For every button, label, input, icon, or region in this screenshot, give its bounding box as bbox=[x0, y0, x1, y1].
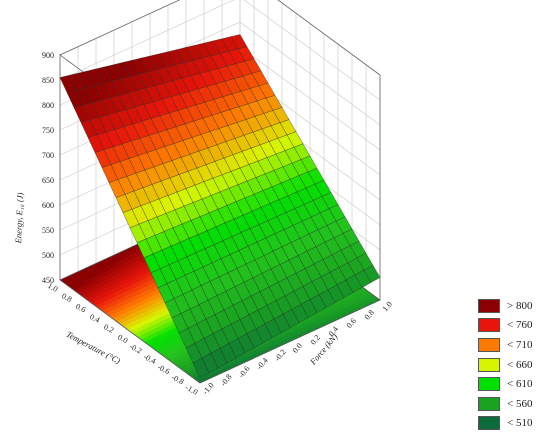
legend-label: < 560 bbox=[507, 397, 533, 410]
legend-item: < 710 bbox=[478, 335, 550, 355]
legend-item: < 660 bbox=[478, 355, 550, 375]
y-tick-label: -0.6 bbox=[156, 362, 171, 376]
legend-label: < 760 bbox=[507, 319, 533, 332]
z-tick-label: 550 bbox=[42, 226, 54, 235]
y-tick-label: -0.8 bbox=[170, 373, 185, 387]
legend-swatch bbox=[478, 377, 500, 392]
grid-line bbox=[59, 0, 381, 101]
y-tick-label: 0.8 bbox=[60, 291, 73, 304]
y-tick-label: -0.2 bbox=[128, 342, 143, 356]
z-tick-label: 500 bbox=[42, 251, 54, 260]
legend-item: < 560 bbox=[478, 394, 550, 414]
z-tick-label: 850 bbox=[42, 76, 54, 85]
legend-label: < 660 bbox=[507, 358, 533, 371]
legend-label: < 710 bbox=[507, 338, 533, 351]
legend-swatch bbox=[478, 396, 500, 411]
z-tick-label: 800 bbox=[42, 101, 54, 110]
x-tick-label: 0.0 bbox=[291, 341, 304, 354]
legend-item: > 800 bbox=[478, 296, 550, 316]
legend-label: < 510 bbox=[507, 417, 533, 430]
legend-item: < 760 bbox=[478, 316, 550, 336]
legend-swatch bbox=[478, 416, 500, 431]
x-tick-label: -1.0 bbox=[201, 381, 216, 396]
legend-swatch bbox=[478, 337, 500, 352]
y-tick-label: -0.4 bbox=[142, 352, 157, 366]
surface-cell bbox=[192, 357, 210, 379]
y-tick-label: 0.4 bbox=[88, 312, 101, 325]
y-tick-label: 0.6 bbox=[74, 302, 87, 315]
legend-swatch bbox=[478, 318, 500, 333]
z-tick-label: 600 bbox=[42, 201, 54, 210]
x-tick-label: 0.6 bbox=[345, 316, 358, 329]
legend-swatch bbox=[478, 357, 500, 372]
legend-item: < 510 bbox=[478, 414, 550, 434]
x-tick-label: -0.6 bbox=[237, 364, 252, 379]
legend-label: < 610 bbox=[507, 378, 533, 391]
x-tick-label: -0.8 bbox=[219, 372, 234, 387]
y-tick-label: 0.2 bbox=[102, 322, 115, 335]
y-tick-label: -1.0 bbox=[184, 383, 199, 397]
z-tick-label: 750 bbox=[42, 126, 54, 135]
y-tick-label: 1.0 bbox=[46, 281, 59, 294]
x-tick-label: 0.8 bbox=[363, 308, 376, 321]
y-axis-label: Temperature (°C) bbox=[65, 329, 123, 366]
legend-swatch bbox=[478, 298, 500, 313]
z-tick-label: 650 bbox=[42, 176, 54, 185]
z-tick-label: 450 bbox=[42, 276, 54, 285]
z-tick-label: 900 bbox=[42, 51, 54, 60]
tick-labels: 4505005506006507007508008509001.00.80.60… bbox=[42, 51, 394, 397]
legend-item: < 610 bbox=[478, 374, 550, 394]
legend: > 800 < 760 < 710 < 660 < 610 < 560 < 510 bbox=[478, 296, 550, 433]
z-tick-label: 700 bbox=[42, 151, 54, 160]
x-tick-label: 1.0 bbox=[381, 300, 394, 313]
z-axis-label: Energy, E₁₀ (J) bbox=[13, 192, 25, 244]
response-surface bbox=[59, 34, 381, 379]
x-tick-label: -0.2 bbox=[273, 348, 288, 363]
y-tick-label: 0.0 bbox=[116, 333, 129, 346]
legend-label: > 800 bbox=[507, 299, 533, 312]
x-tick-label: -0.4 bbox=[255, 356, 270, 371]
